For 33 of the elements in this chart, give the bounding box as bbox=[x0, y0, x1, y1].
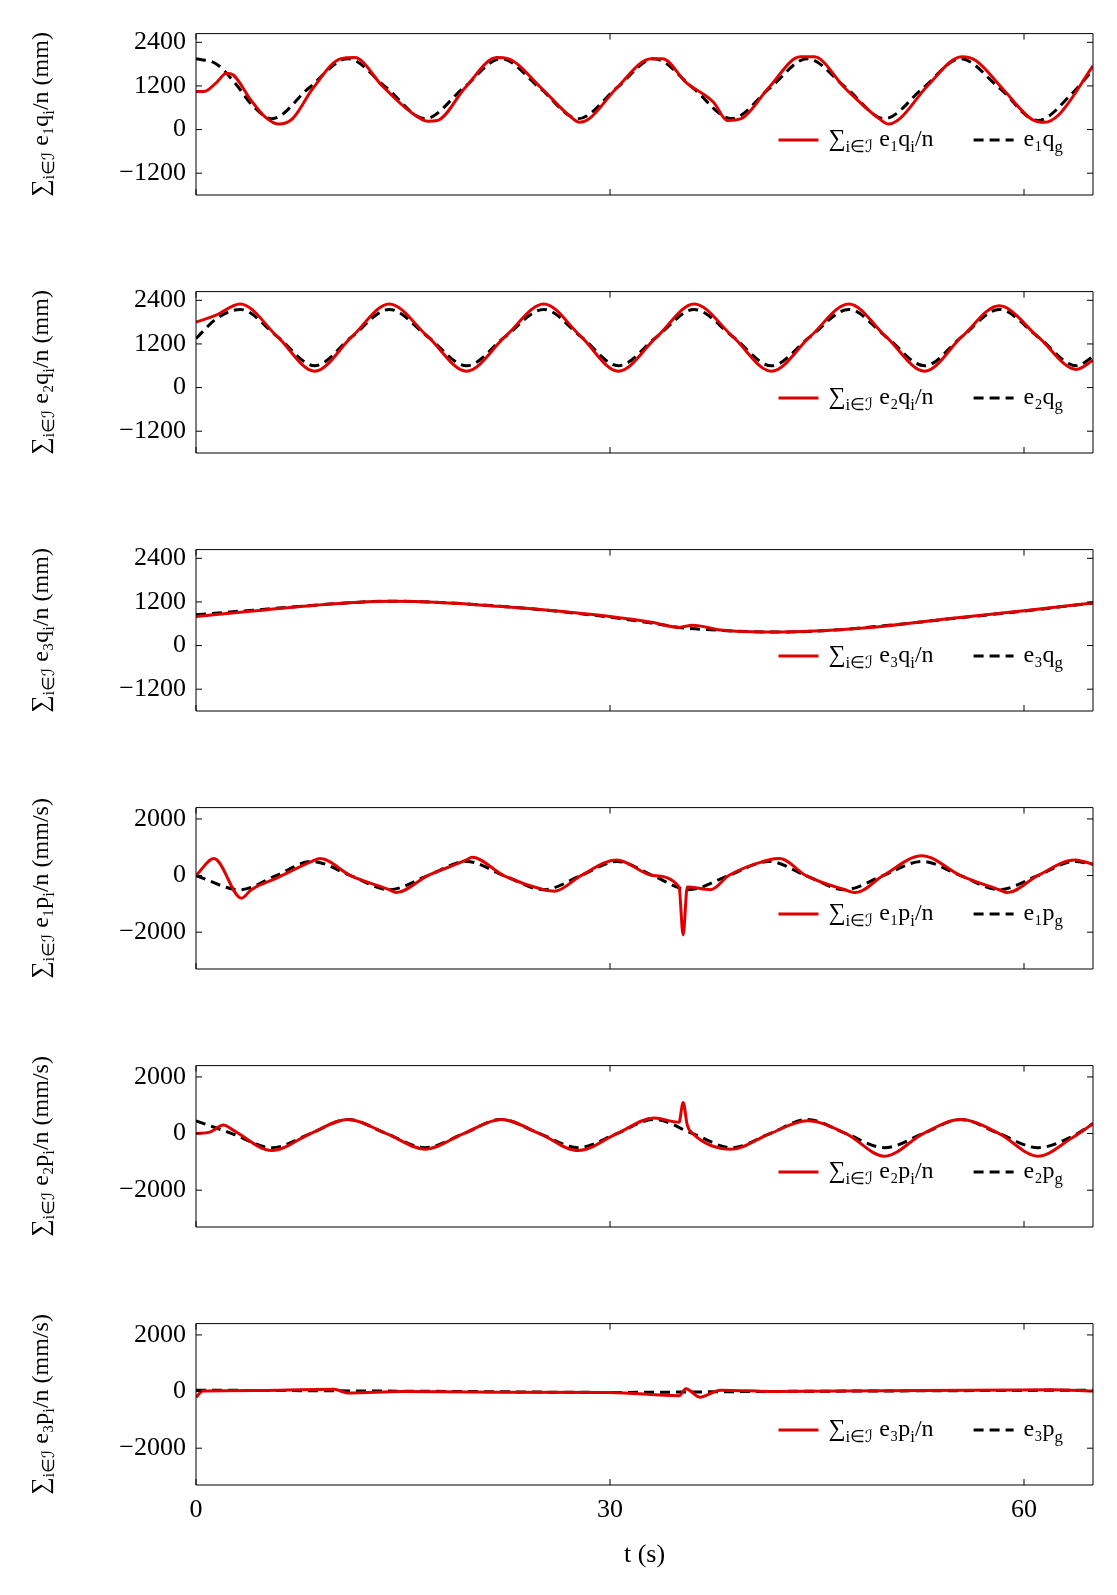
y-axis-title: ∑i∈ℐ e₂qi/n (mm) bbox=[27, 290, 58, 455]
y-tick-label: 2400 bbox=[134, 542, 186, 572]
y-axis-title: ∑i∈ℐ e₁pi/n (mm/s) bbox=[27, 798, 58, 979]
y-axis-title: ∑i∈ℐ e₂pi/n (mm/s) bbox=[27, 1056, 58, 1237]
y-tick-label: 1200 bbox=[134, 585, 186, 615]
y-axis-title: ∑i∈ℐ e₁qi/n (mm) bbox=[27, 32, 58, 197]
line-series bbox=[196, 854, 1093, 937]
y-tick-label: −2000 bbox=[119, 1432, 186, 1462]
x-tick-label: 60 bbox=[1011, 1494, 1037, 1524]
y-tick-label: 2000 bbox=[134, 1060, 186, 1090]
y-axis-title: ∑i∈ℐ e₃pi/n (mm/s) bbox=[27, 1314, 58, 1495]
x-tick-label: 30 bbox=[597, 1494, 623, 1524]
y-tick-label: −2000 bbox=[119, 916, 186, 946]
y-tick-label: 0 bbox=[173, 629, 186, 659]
y-tick-label: 2400 bbox=[134, 26, 186, 56]
y-tick-label: −1200 bbox=[119, 157, 186, 187]
y-tick-label: 0 bbox=[173, 1375, 186, 1405]
y-tick-label: 0 bbox=[173, 113, 186, 143]
x-axis-title: t (s) bbox=[623, 1539, 666, 1569]
y-tick-label: 0 bbox=[173, 859, 186, 889]
y-tick-label: −2000 bbox=[119, 1174, 186, 1204]
line-series bbox=[196, 1100, 1093, 1158]
line-series bbox=[196, 1387, 1093, 1399]
y-tick-label: −1200 bbox=[119, 673, 186, 703]
y-tick-label: 2000 bbox=[134, 1318, 186, 1348]
y-tick-label: 0 bbox=[173, 1117, 186, 1147]
y-tick-label: −1200 bbox=[119, 415, 186, 445]
y-tick-label: 2000 bbox=[134, 802, 186, 832]
y-axis-title: ∑i∈ℐ e₃qi/n (mm) bbox=[27, 548, 58, 713]
y-tick-label: 2400 bbox=[134, 284, 186, 314]
y-tick-label: 1200 bbox=[134, 69, 186, 99]
y-tick-label: 1200 bbox=[134, 327, 186, 357]
y-tick-label: 0 bbox=[173, 371, 186, 401]
